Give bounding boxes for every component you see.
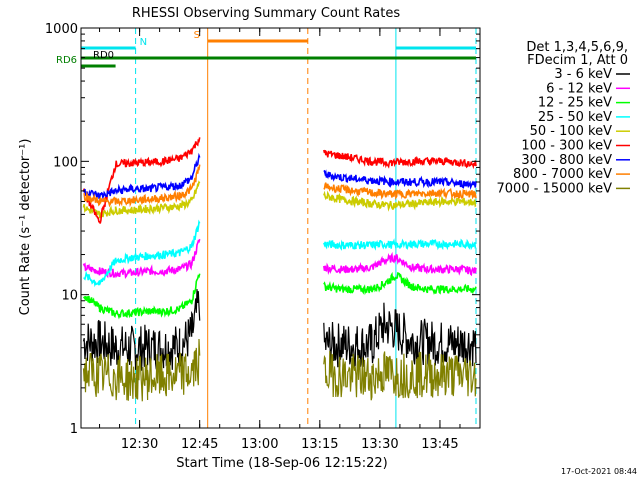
legend-label: 25 - 50 keV (538, 110, 612, 125)
x-axis-ticks: 12:30 12:45 13:00 13:15 13:30 13:45 (99, 28, 481, 452)
legend-label: 3 - 6 keV (554, 67, 612, 82)
x-tick-label: 13:30 (361, 437, 398, 452)
timestamp: 17-Oct-2021 08:44 (561, 467, 637, 476)
y-tick-label: 1 (70, 422, 78, 437)
x-tick-label: 13:45 (421, 437, 458, 452)
legend-label: 800 - 7000 keV (513, 167, 612, 182)
legend-header: FDecim 1, Att 0 (527, 53, 628, 68)
x-tick-label: 13:00 (241, 437, 278, 452)
series-line-7 (83, 152, 477, 201)
flag-label-rd0: RD0 (93, 50, 114, 61)
legend-header: Det 1,3,4,5,6,9, (526, 40, 628, 55)
legend-label: 50 - 100 keV (530, 124, 613, 139)
flag-label-n: N (140, 37, 147, 48)
legend-label: 300 - 800 keV (521, 153, 612, 168)
series-line-2 (82, 238, 477, 280)
y-tick-label: 100 (53, 155, 78, 170)
flag-label-s: S (194, 30, 200, 41)
x-tick-label: 12:30 (121, 437, 158, 452)
y-tick-label: 10 (61, 289, 78, 304)
y-tick-label: 1000 (45, 22, 78, 37)
y-axis-label: Count Rate (s⁻¹ detector⁻¹) (18, 139, 33, 316)
legend-label: 12 - 25 keV (538, 96, 612, 111)
legend-label: 100 - 300 keV (521, 139, 612, 154)
flag-label-rd6: RD6 (56, 55, 77, 66)
plot-area: N S RD0 RD6 (56, 27, 481, 429)
series-line-3 (82, 271, 477, 320)
series-line-9 (82, 338, 477, 402)
series-line-5 (82, 180, 477, 219)
legend-label: 6 - 12 keV (546, 81, 612, 96)
x-tick-label: 13:15 (301, 437, 338, 452)
series-line-4 (83, 219, 477, 288)
y-axis-ticks: 1 10 100 1000 (45, 22, 480, 437)
x-axis-label: Start Time (18-Sep-06 12:15:22) (176, 456, 387, 471)
series-line-8 (83, 164, 477, 208)
series-line-6 (82, 137, 477, 224)
x-tick-label: 12:45 (181, 437, 218, 452)
series-line-1 (82, 289, 477, 371)
legend-label: 7000 - 15000 keV (497, 181, 613, 196)
axes-frame (80, 27, 481, 429)
chart-title: RHESSI Observing Summary Count Rates (132, 6, 401, 21)
legend: Det 1,3,4,5,6,9,FDecim 1, Att 03 - 6 keV… (497, 40, 630, 196)
